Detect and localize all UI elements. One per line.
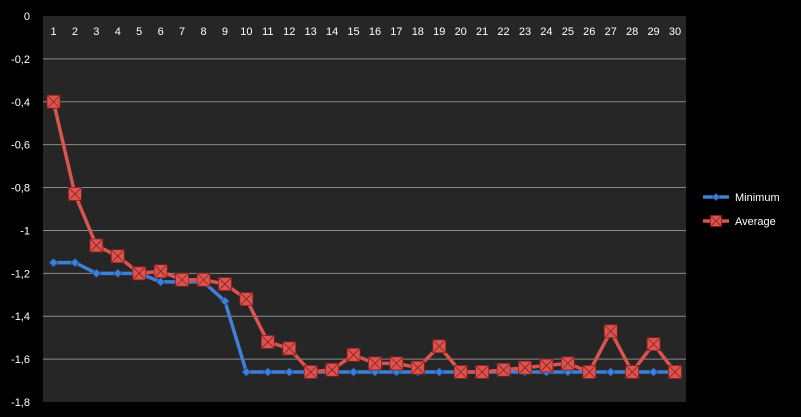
data-point <box>434 367 445 377</box>
y-axis: 0 -0,2 -0,4 -0,6 -0,8 -1 -1,2 -1,4 -1,6 -1,8 <box>11 11 30 409</box>
legend-item-minimum: Minimum <box>703 192 780 204</box>
series-average <box>46 94 682 379</box>
x-tick-label: 15 <box>347 26 359 38</box>
data-point <box>496 362 511 377</box>
y-tick-label: -1,2 <box>11 268 30 280</box>
legend-label: Minimum <box>735 192 780 204</box>
data-point <box>668 365 682 379</box>
data-point <box>303 365 318 379</box>
data-point <box>282 341 297 356</box>
x-tick-label: 26 <box>583 26 595 38</box>
data-point <box>260 335 275 349</box>
data-point <box>453 365 468 379</box>
data-point <box>605 367 616 377</box>
x-tick-label: 14 <box>326 26 338 38</box>
data-point <box>518 360 532 375</box>
data-point <box>539 358 554 373</box>
x-tick-label: 12 <box>283 26 295 38</box>
x-tick-label: 24 <box>540 26 552 38</box>
x-tick-label: 6 <box>158 26 164 38</box>
data-point <box>710 215 722 227</box>
data-point <box>348 367 359 377</box>
data-point <box>110 249 125 264</box>
data-point <box>389 356 404 371</box>
y-tick-label: -0,8 <box>11 183 30 195</box>
data-point <box>218 277 232 291</box>
x-tick-label: 7 <box>179 26 185 38</box>
x-tick-label: 29 <box>647 26 659 38</box>
x-tick-label: 16 <box>369 26 381 38</box>
data-point <box>46 94 61 109</box>
series-layer <box>46 94 682 379</box>
x-tick-label: 9 <box>222 26 228 38</box>
x-tick-label: 28 <box>626 26 638 38</box>
x-tick-label: 13 <box>305 26 317 38</box>
x-tick-label: 19 <box>433 26 445 38</box>
x-tick-label: 10 <box>240 26 252 38</box>
x-tick-label: 30 <box>669 26 681 38</box>
y-tick-label: -1,8 <box>11 397 30 409</box>
x-tick-label: 25 <box>562 26 574 38</box>
y-tick-label: -1,6 <box>11 354 30 366</box>
data-point <box>648 367 659 377</box>
data-point <box>582 365 597 379</box>
data-point <box>91 268 102 279</box>
data-point <box>153 264 168 279</box>
x-tick-label: 5 <box>136 26 142 38</box>
data-point <box>368 356 382 371</box>
x-tick-label: 27 <box>605 26 617 38</box>
data-point <box>711 192 721 202</box>
plot-area <box>43 16 686 402</box>
data-point <box>325 362 340 377</box>
data-point <box>113 268 123 279</box>
data-point <box>132 266 147 281</box>
legend-label: Average <box>735 216 776 228</box>
x-tick-label: 21 <box>476 26 488 38</box>
data-point <box>475 365 490 379</box>
data-point <box>284 367 295 377</box>
data-point <box>196 272 211 287</box>
data-point <box>560 356 575 371</box>
x-tick-label: 17 <box>390 26 402 38</box>
data-point <box>432 339 447 354</box>
x-tick-label: 18 <box>412 26 424 38</box>
gridlines <box>43 58 686 360</box>
x-tick-label: 2 <box>72 26 78 38</box>
legend-item-average: Average <box>703 215 776 228</box>
data-point <box>68 187 82 201</box>
x-tick-label: 11 <box>262 26 273 38</box>
y-tick-label: -1,4 <box>11 311 30 323</box>
data-point <box>263 367 273 377</box>
data-point <box>625 365 640 379</box>
data-point <box>241 367 252 377</box>
y-tick-label: -0,2 <box>11 54 30 66</box>
y-tick-label: -0,4 <box>11 97 30 109</box>
x-tick-label: 4 <box>115 26 121 38</box>
x-tick-label: 20 <box>455 26 467 38</box>
x-axis: 1 2 3 4 5 6 7 8 9 10 11 12 13 14 15 16 17 18 19 20 21 22 23 24 2… <box>50 26 681 38</box>
y-tick-label: -1 <box>20 225 30 237</box>
legend: Minimum Average <box>703 192 780 228</box>
x-tick-label: 3 <box>93 26 99 38</box>
x-tick-label: 22 <box>497 26 509 38</box>
data-point <box>48 257 59 268</box>
data-point <box>155 277 166 287</box>
data-point <box>175 272 189 287</box>
data-point <box>239 292 254 306</box>
x-tick-label: 1 <box>50 26 56 38</box>
x-tick-label: 8 <box>200 26 206 38</box>
data-point <box>410 360 425 375</box>
data-point <box>220 296 230 306</box>
data-point <box>70 257 80 268</box>
data-point <box>603 324 618 339</box>
x-tick-label: 23 <box>519 26 531 38</box>
y-tick-label: 0 <box>24 11 30 23</box>
y-tick-label: -0,6 <box>11 140 30 152</box>
data-point <box>346 347 361 362</box>
data-point <box>89 238 104 253</box>
data-point <box>646 337 661 352</box>
